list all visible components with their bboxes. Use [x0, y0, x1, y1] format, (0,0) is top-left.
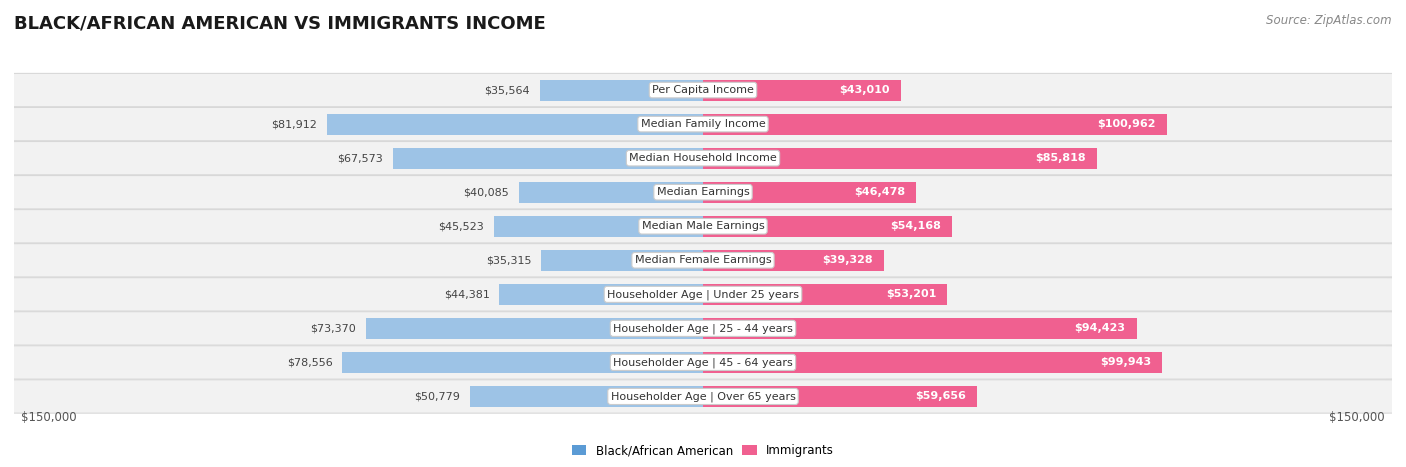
Text: Median Earnings: Median Earnings — [657, 187, 749, 197]
Text: BLACK/AFRICAN AMERICAN VS IMMIGRANTS INCOME: BLACK/AFRICAN AMERICAN VS IMMIGRANTS INC… — [14, 14, 546, 32]
FancyBboxPatch shape — [703, 113, 1167, 134]
FancyBboxPatch shape — [7, 73, 1399, 107]
FancyBboxPatch shape — [703, 284, 948, 305]
FancyBboxPatch shape — [703, 182, 917, 203]
FancyBboxPatch shape — [703, 352, 1161, 373]
FancyBboxPatch shape — [7, 107, 1399, 141]
FancyBboxPatch shape — [494, 216, 703, 237]
FancyBboxPatch shape — [342, 352, 703, 373]
Text: Median Family Income: Median Family Income — [641, 119, 765, 129]
FancyBboxPatch shape — [703, 148, 1097, 169]
Text: $150,000: $150,000 — [21, 411, 76, 424]
FancyBboxPatch shape — [326, 113, 703, 134]
Text: Householder Age | 45 - 64 years: Householder Age | 45 - 64 years — [613, 357, 793, 368]
FancyBboxPatch shape — [703, 216, 952, 237]
Text: $40,085: $40,085 — [464, 187, 509, 197]
Text: $46,478: $46,478 — [855, 187, 905, 197]
Text: Householder Age | 25 - 44 years: Householder Age | 25 - 44 years — [613, 323, 793, 333]
FancyBboxPatch shape — [703, 318, 1136, 339]
FancyBboxPatch shape — [7, 278, 1399, 311]
Legend: Black/African American, Immigrants: Black/African American, Immigrants — [568, 439, 838, 462]
FancyBboxPatch shape — [703, 250, 883, 271]
FancyBboxPatch shape — [7, 176, 1399, 209]
FancyBboxPatch shape — [703, 79, 900, 100]
Text: $100,962: $100,962 — [1097, 119, 1156, 129]
Text: $67,573: $67,573 — [337, 153, 382, 163]
FancyBboxPatch shape — [7, 380, 1399, 413]
FancyBboxPatch shape — [499, 284, 703, 305]
FancyBboxPatch shape — [703, 386, 977, 407]
Text: Householder Age | Under 25 years: Householder Age | Under 25 years — [607, 289, 799, 300]
Text: $85,818: $85,818 — [1035, 153, 1085, 163]
FancyBboxPatch shape — [470, 386, 703, 407]
Text: Median Household Income: Median Household Income — [628, 153, 778, 163]
Text: $150,000: $150,000 — [1330, 411, 1385, 424]
Text: $99,943: $99,943 — [1099, 357, 1152, 368]
FancyBboxPatch shape — [7, 210, 1399, 243]
Text: $45,523: $45,523 — [439, 221, 484, 231]
Text: $53,201: $53,201 — [886, 290, 936, 299]
FancyBboxPatch shape — [7, 142, 1399, 175]
FancyBboxPatch shape — [541, 250, 703, 271]
FancyBboxPatch shape — [7, 311, 1399, 345]
Text: $43,010: $43,010 — [839, 85, 890, 95]
Text: $50,779: $50,779 — [415, 391, 460, 402]
FancyBboxPatch shape — [392, 148, 703, 169]
Text: Source: ZipAtlas.com: Source: ZipAtlas.com — [1267, 14, 1392, 27]
FancyBboxPatch shape — [540, 79, 703, 100]
Text: Per Capita Income: Per Capita Income — [652, 85, 754, 95]
FancyBboxPatch shape — [7, 346, 1399, 379]
FancyBboxPatch shape — [7, 244, 1399, 277]
Text: $35,564: $35,564 — [485, 85, 530, 95]
Text: $59,656: $59,656 — [915, 391, 966, 402]
Text: $81,912: $81,912 — [271, 119, 318, 129]
Text: Median Female Earnings: Median Female Earnings — [634, 255, 772, 265]
FancyBboxPatch shape — [366, 318, 703, 339]
FancyBboxPatch shape — [519, 182, 703, 203]
Text: $94,423: $94,423 — [1074, 323, 1126, 333]
Text: $54,168: $54,168 — [890, 221, 941, 231]
Text: $35,315: $35,315 — [485, 255, 531, 265]
Text: Median Male Earnings: Median Male Earnings — [641, 221, 765, 231]
Text: $39,328: $39,328 — [823, 255, 873, 265]
Text: Householder Age | Over 65 years: Householder Age | Over 65 years — [610, 391, 796, 402]
Text: $73,370: $73,370 — [311, 323, 356, 333]
Text: $44,381: $44,381 — [444, 290, 489, 299]
Text: $78,556: $78,556 — [287, 357, 333, 368]
